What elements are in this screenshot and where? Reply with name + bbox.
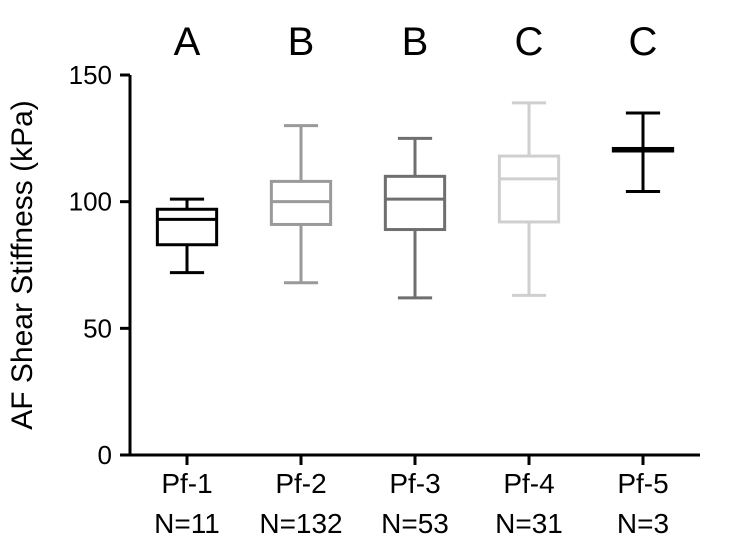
group-label: C xyxy=(629,20,658,64)
box xyxy=(385,176,444,229)
n-label: N=132 xyxy=(259,508,342,539)
group-label: A xyxy=(174,20,201,64)
y-tick-label: 150 xyxy=(69,60,112,90)
group-label: C xyxy=(515,20,544,64)
n-label: N=11 xyxy=(154,508,220,539)
chart-svg: 0 50 100 150 AF Shear Stiffness (kPa) Pf-1 N=1… xyxy=(0,0,744,552)
group-label: B xyxy=(288,20,315,64)
category-label: Pf-5 xyxy=(617,468,668,499)
y-axis-title: AF Shear Stiffness (kPa) xyxy=(6,100,39,430)
n-label: N=3 xyxy=(617,508,669,539)
box xyxy=(499,156,558,222)
boxplot-chart: 0 50 100 150 AF Shear Stiffness (kPa) Pf-1 N=1… xyxy=(0,0,744,552)
y-tick-label: 0 xyxy=(98,440,112,470)
group-label: B xyxy=(402,20,429,64)
n-label: N=31 xyxy=(495,508,563,539)
y-tick-label: 50 xyxy=(83,313,112,343)
y-tick-label: 100 xyxy=(69,187,112,217)
n-label: N=53 xyxy=(381,508,449,539)
category-label: Pf-1 xyxy=(161,468,212,499)
box xyxy=(157,209,216,244)
category-label: Pf-4 xyxy=(503,468,554,499)
category-label: Pf-3 xyxy=(389,468,440,499)
category-label: Pf-2 xyxy=(275,468,326,499)
